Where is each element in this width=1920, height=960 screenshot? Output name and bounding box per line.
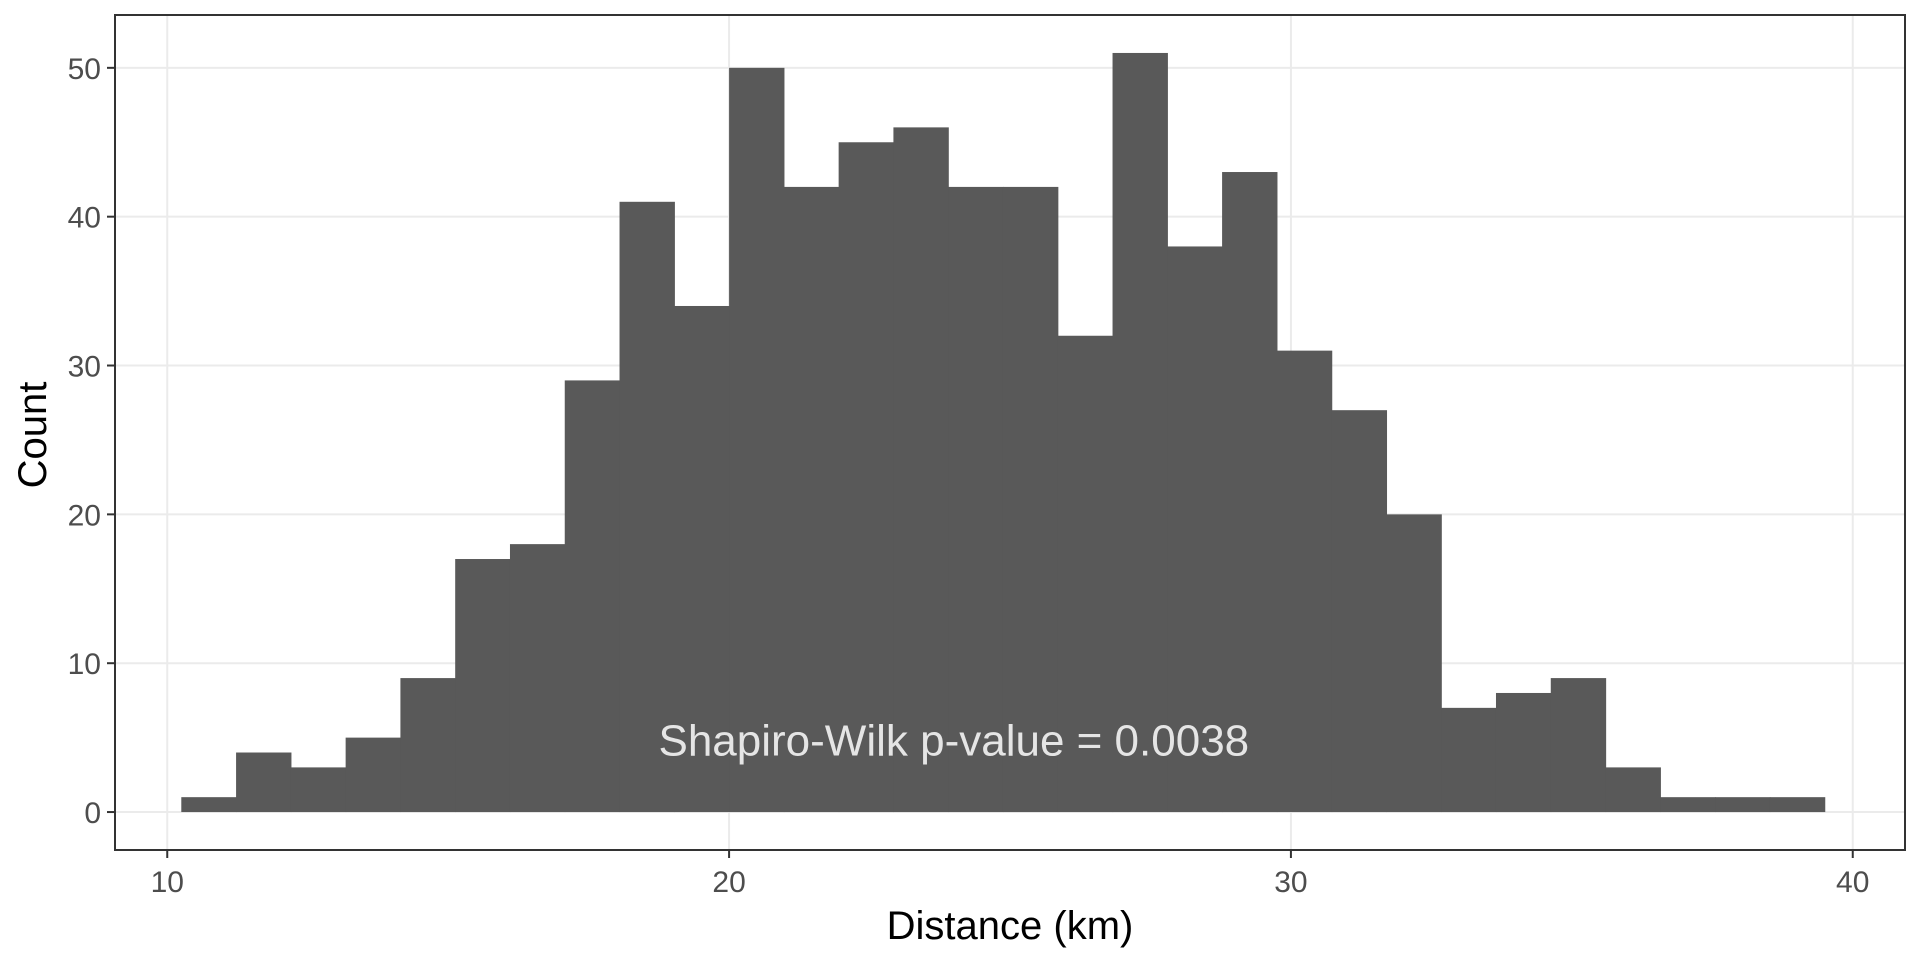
histogram-bar-21 (1276, 350, 1333, 813)
histogram-bar-27 (1605, 767, 1661, 813)
histogram-bar-6 (455, 559, 511, 813)
x-tick-label-20: 20 (712, 866, 745, 899)
histogram-bar-26 (1550, 678, 1607, 813)
y-tick-label-40: 40 (68, 202, 101, 235)
histogram-bar-14 (893, 127, 949, 813)
histogram-bar-28 (1660, 797, 1716, 813)
histogram-bar-16 (1002, 186, 1059, 813)
histogram-bar-4 (345, 737, 402, 813)
histogram-bar-8 (564, 380, 621, 813)
shapiro-wilk-annotation: Shapiro-Wilk p-value = 0.0038 (658, 717, 1249, 766)
histogram-bar-1 (181, 797, 237, 813)
histogram-bar-13 (838, 142, 895, 813)
histogram-bar-9 (619, 201, 675, 813)
histogram-bar-18 (1112, 52, 1168, 813)
histogram-bar-24 (1441, 707, 1497, 813)
histogram-bar-17 (1057, 335, 1114, 813)
y-tick-label-50: 50 (68, 53, 101, 86)
y-axis-title: Count (11, 382, 55, 489)
axis-ticks: 10 20 30 40 0 10 20 30 40 50 (68, 53, 1870, 899)
histogram-bar-11 (729, 67, 785, 813)
y-tick-label-0: 0 (84, 797, 101, 830)
x-tick-label-10: 10 (151, 866, 184, 899)
histogram-bar-15 (948, 186, 1004, 813)
histogram-bar-2 (236, 752, 292, 813)
y-tick-label-10: 10 (68, 648, 101, 681)
histogram-bars (181, 52, 1826, 813)
histogram-bar-29 (1715, 797, 1771, 813)
y-tick-label-20: 20 (68, 499, 101, 532)
histogram-bar-30 (1769, 797, 1826, 813)
y-tick-label-30: 30 (68, 351, 101, 384)
histogram-bar-12 (783, 186, 840, 813)
histogram-bar-22 (1331, 410, 1388, 813)
x-tick-label-30: 30 (1274, 866, 1307, 899)
histogram-bar-7 (509, 544, 566, 813)
histogram-bar-19 (1167, 246, 1223, 813)
histogram-bar-5 (400, 678, 456, 813)
histogram-bar-3 (290, 767, 347, 813)
histogram-bar-23 (1386, 514, 1442, 813)
panel-border (114, 14, 1906, 851)
histogram-bar-20 (1222, 172, 1278, 813)
x-tick-label-40: 40 (1836, 866, 1869, 899)
histogram-bar-10 (674, 305, 730, 813)
histogram-bar-25 (1495, 692, 1552, 813)
x-axis-title: Distance (km) (887, 904, 1134, 948)
